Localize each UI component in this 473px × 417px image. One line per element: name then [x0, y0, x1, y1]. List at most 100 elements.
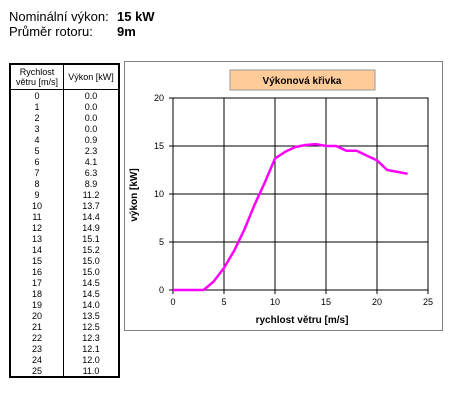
table-row: 13 15.1 — [9, 233, 120, 244]
wind-speed-cell: 20 — [9, 310, 64, 321]
table-row: 25 11.0 — [9, 365, 120, 378]
power-cell: 11.2 — [63, 189, 120, 200]
power-cell: 0.9 — [63, 134, 120, 145]
power-cell: 13.7 — [63, 200, 120, 211]
rotor-diameter-label: Průměr rotoru: — [9, 24, 93, 39]
x-axis-label: rychlost větru [m/s] — [256, 315, 349, 326]
power-cell: 15.0 — [63, 266, 120, 277]
y-axis-label: výkon [kW] — [129, 168, 140, 221]
table-row: 6 4.1 — [9, 156, 120, 167]
power-curve-chart: Výkonová křivka 0 5 10 15 20 25 0 5 10 15 20 rychl… — [129, 69, 433, 326]
table-row: 10 13.7 — [9, 200, 120, 211]
wind-speed-cell: 5 — [9, 145, 64, 156]
power-cell: 0.0 — [63, 112, 120, 123]
table-row: 3 0.0 — [9, 123, 120, 134]
wind-speed-cell: 15 — [9, 255, 64, 266]
power-cell: 12.3 — [63, 332, 120, 343]
y-tick-label: 5 — [159, 237, 164, 247]
table-row: 15 15.0 — [9, 255, 120, 266]
wind-speed-cell: 12 — [9, 222, 64, 233]
table-row: 12 14.9 — [9, 222, 120, 233]
power-cell: 4.1 — [63, 156, 120, 167]
power-cell: 15.0 — [63, 255, 120, 266]
chart-title-box — [229, 69, 376, 91]
wind-speed-cell: 4 — [9, 134, 64, 145]
table-header-row: Rychlost větru [m/s] Výkon [kW] — [9, 63, 120, 90]
power-cell: 13.5 — [63, 310, 120, 321]
wind-speed-cell: 22 — [9, 332, 64, 343]
power-header: Výkon [kW] — [63, 63, 120, 90]
x-tick-label: 0 — [170, 297, 175, 307]
power-cell: 0.0 — [63, 101, 120, 112]
y-tick-label: 15 — [154, 141, 164, 151]
power-cell: 14.4 — [63, 211, 120, 222]
y-tick-label: 10 — [154, 189, 164, 199]
power-cell: 15.2 — [63, 244, 120, 255]
table-row: 0 0.0 — [9, 89, 120, 101]
y-tick-label: 20 — [154, 93, 164, 103]
wind-speed-cell: 7 — [9, 167, 64, 178]
table-row: 1 0.0 — [9, 101, 120, 112]
power-cell: 0.0 — [63, 89, 120, 101]
table-row: 14 15.2 — [9, 244, 120, 255]
table-row: 5 2.3 — [9, 145, 120, 156]
rotor-diameter-value: 9m — [117, 24, 136, 39]
table-row: 2 0.0 — [9, 112, 120, 123]
table-row: 22 12.3 — [9, 332, 120, 343]
wind-speed-cell: 18 — [9, 288, 64, 299]
wind-speed-cell: 17 — [9, 277, 64, 288]
wind-speed-cell: 0 — [9, 89, 64, 101]
table-row: 11 14.4 — [9, 211, 120, 222]
wind-speed-cell: 6 — [9, 156, 64, 167]
rated-power-label: Nominální výkon: — [9, 9, 109, 24]
table-row: 17 14.5 — [9, 277, 120, 288]
wind-speed-cell: 13 — [9, 233, 64, 244]
chart-frame: Výkonová křivka 0 5 10 15 20 25 0 5 10 15 20 rychl… — [124, 61, 443, 331]
power-curve-line — [173, 142, 408, 292]
power-table: Rychlost větru [m/s] Výkon [kW] 0 0.0 1 0.0… — [9, 63, 120, 378]
wind-speed-cell: 24 — [9, 354, 64, 365]
table-row: 16 15.0 — [9, 266, 120, 277]
table-row: 8 8.9 — [9, 178, 120, 189]
wind-speed-header: Rychlost větru [m/s] — [9, 63, 64, 90]
power-cell: 14.9 — [63, 222, 120, 233]
power-cell: 8.9 — [63, 178, 120, 189]
wind-speed-cell: 14 — [9, 244, 64, 255]
table-row: 21 12.5 — [9, 321, 120, 332]
power-cell: 12.0 — [63, 354, 120, 365]
power-cell: 2.3 — [63, 145, 120, 156]
table-row: 19 14.0 — [9, 299, 120, 310]
table-row: 23 12.1 — [9, 343, 120, 354]
y-tick-label: 0 — [159, 285, 164, 295]
wind-speed-cell: 21 — [9, 321, 64, 332]
table-row: 24 12.0 — [9, 354, 120, 365]
table-row: 9 11.2 — [9, 189, 120, 200]
wind-speed-cell: 1 — [9, 101, 64, 112]
wind-speed-cell: 11 — [9, 211, 64, 222]
power-cell: 6.3 — [63, 167, 120, 178]
chart-title: Výkonová křivka — [263, 76, 342, 87]
wind-speed-cell: 2 — [9, 112, 64, 123]
chart-grid — [172, 97, 429, 291]
rated-power-value: 15 kW — [117, 9, 155, 24]
table-row: 18 14.5 — [9, 288, 120, 299]
power-cell: 12.5 — [63, 321, 120, 332]
x-tick-label: 25 — [423, 297, 433, 307]
power-cell: 15.1 — [63, 233, 120, 244]
x-tick-label: 5 — [221, 297, 226, 307]
x-tick-label: 10 — [270, 297, 280, 307]
power-cell: 12.1 — [63, 343, 120, 354]
power-cell: 14.5 — [63, 277, 120, 288]
wind-speed-cell: 3 — [9, 123, 64, 134]
chart-ticks: 0 5 10 15 20 25 0 5 10 15 20 — [154, 93, 433, 307]
table-row: 20 13.5 — [9, 310, 120, 321]
wind-speed-cell: 9 — [9, 189, 64, 200]
x-tick-label: 15 — [321, 297, 331, 307]
table-row: 4 0.9 — [9, 134, 120, 145]
wind-speed-cell: 19 — [9, 299, 64, 310]
power-cell: 0.0 — [63, 123, 120, 134]
wind-speed-cell: 16 — [9, 266, 64, 277]
power-cell: 14.0 — [63, 299, 120, 310]
wind-speed-cell: 10 — [9, 200, 64, 211]
x-tick-label: 20 — [372, 297, 382, 307]
